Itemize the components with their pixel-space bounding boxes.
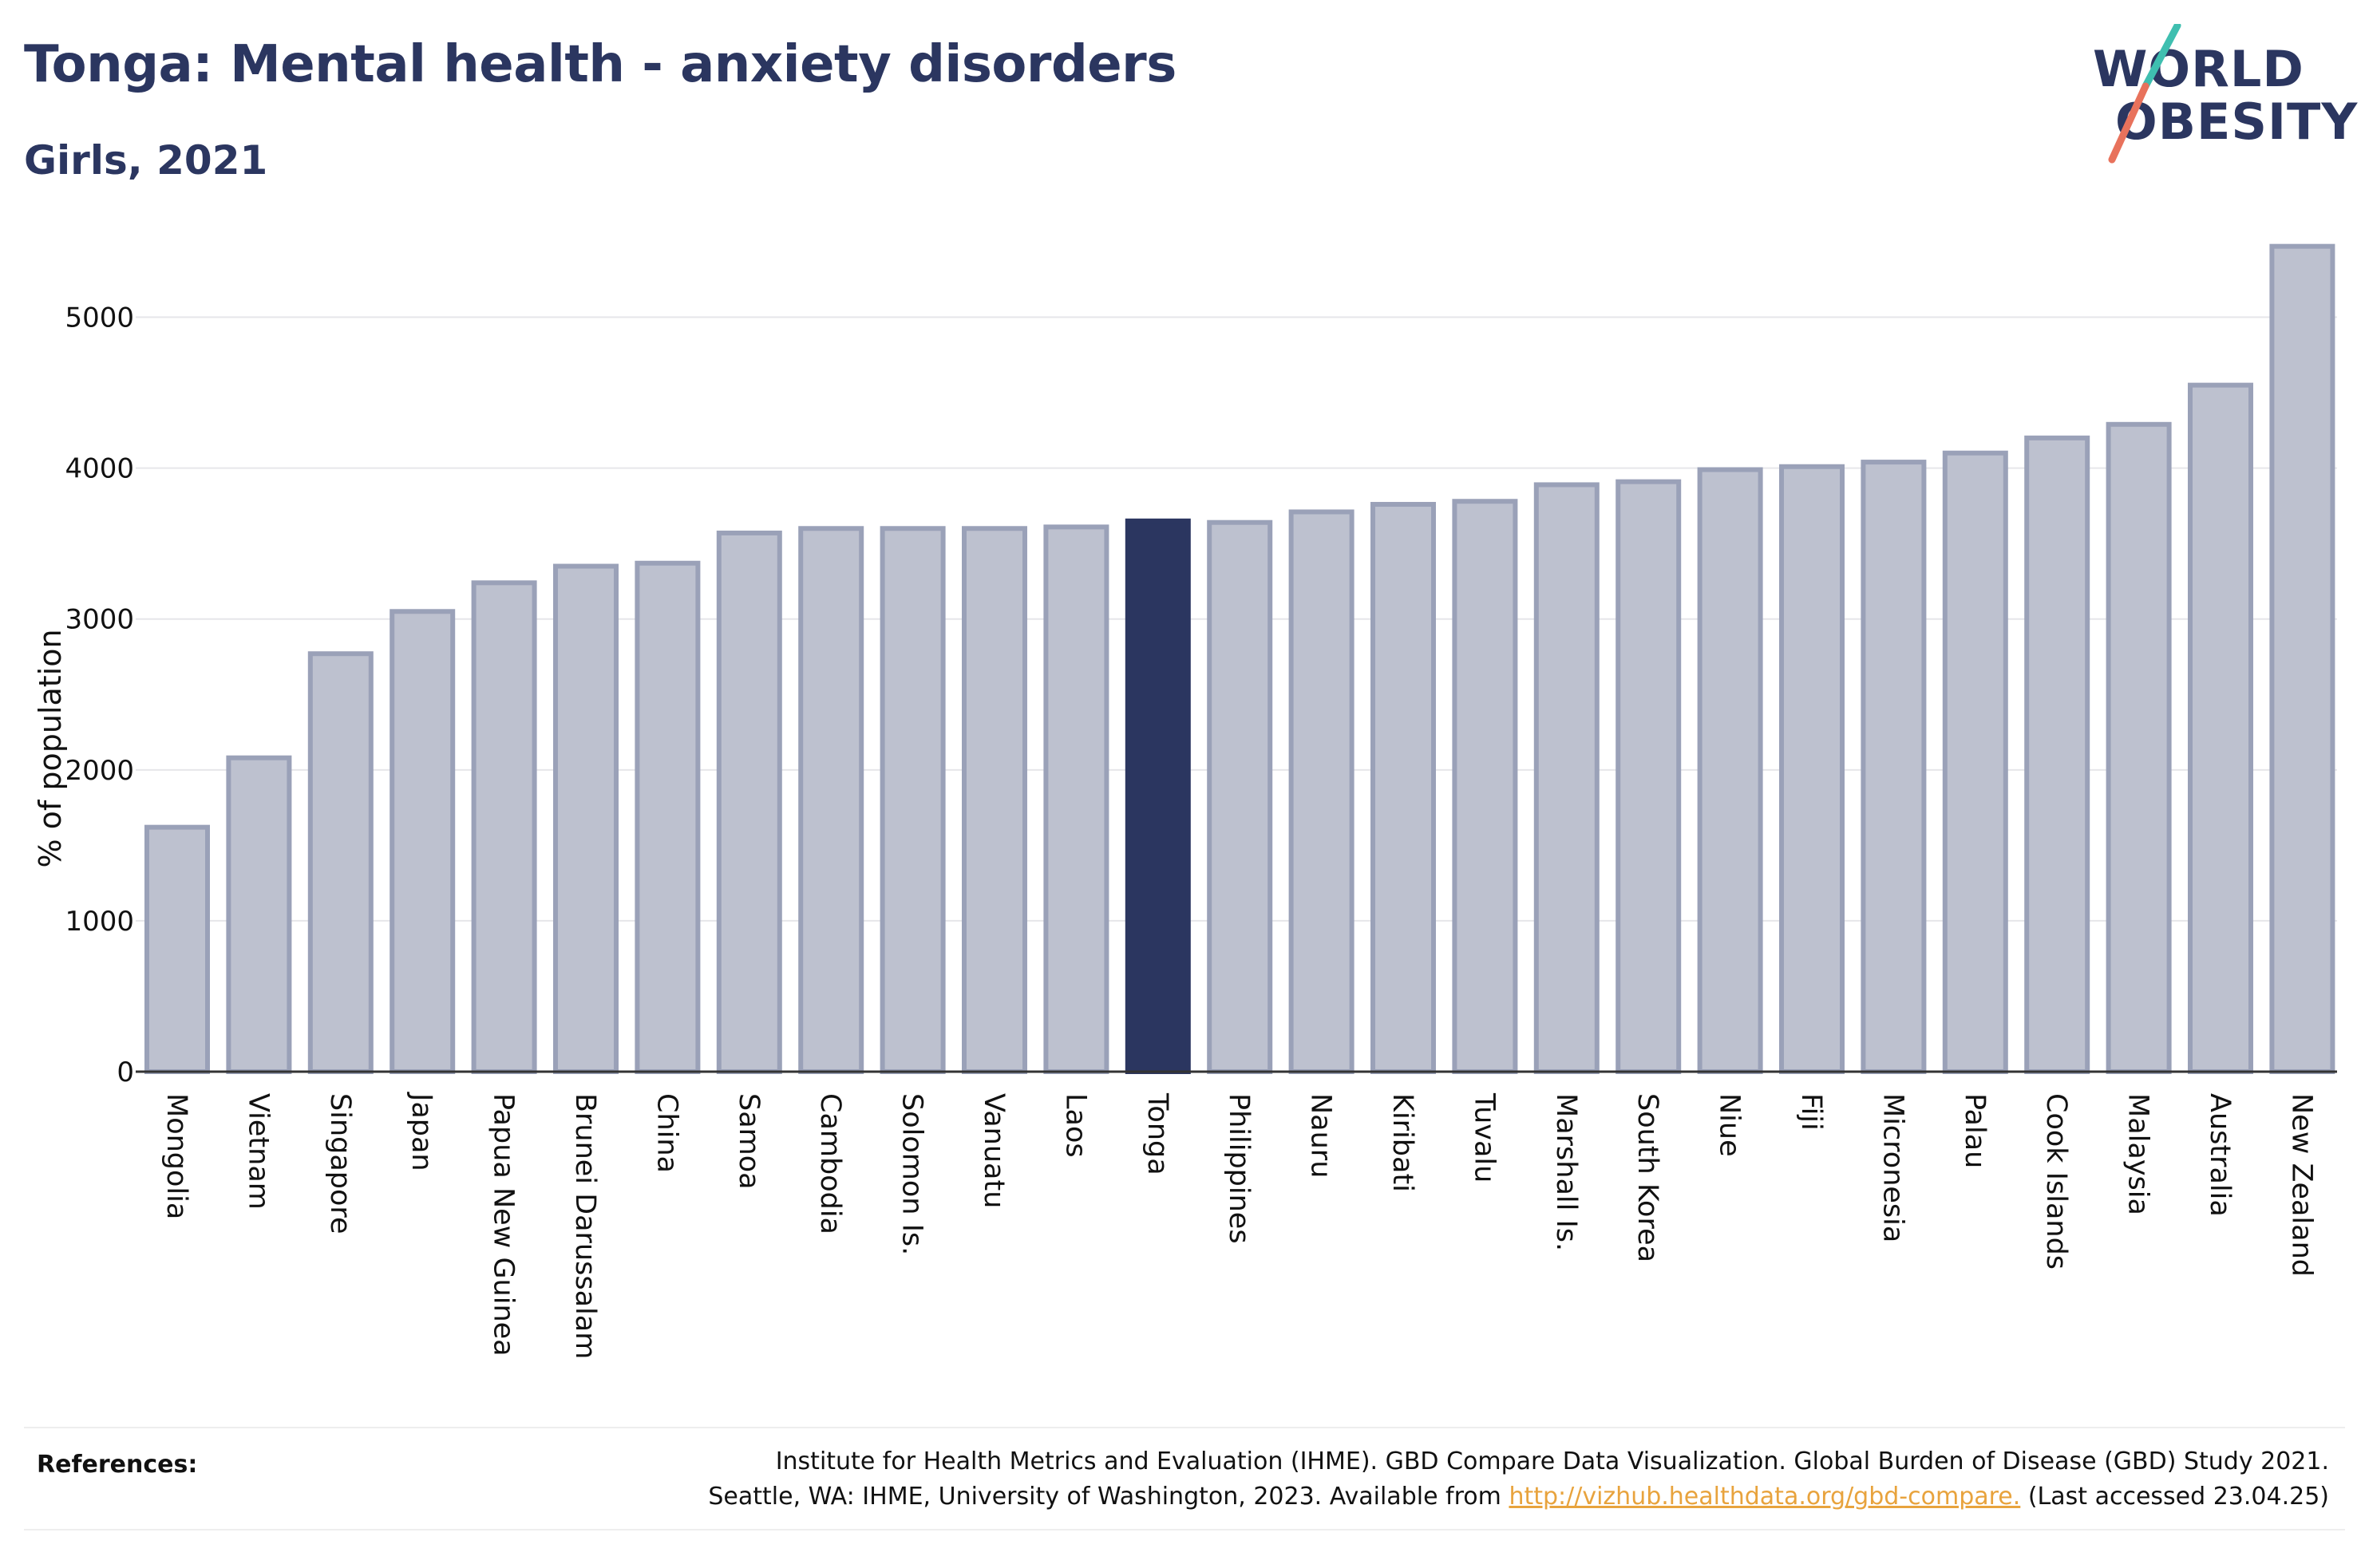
bar-south-korea — [1616, 479, 1682, 1074]
bar-philippines — [1207, 519, 1273, 1074]
bar-malaysia — [2106, 421, 2172, 1074]
x-tick-label: Singapore — [324, 1093, 356, 1234]
x-tick-label: Samoa — [733, 1093, 765, 1190]
bar-cambodia — [798, 526, 864, 1074]
x-tick-label: Tonga — [1141, 1092, 1173, 1175]
bar-samoa — [716, 530, 782, 1074]
y-axis-ticks: 0 1000 2000 3000 4000 5000 — [65, 302, 134, 1088]
bar-new-zealand — [2269, 243, 2335, 1074]
y-axis-label: % of population — [33, 629, 68, 867]
chart-title: Tonga: Mental health - anxiety disorders — [24, 35, 1177, 94]
x-tick-label: Vanuatu — [978, 1093, 1010, 1208]
reference-line-2-suffix: (Last accessed 23.04.25) — [2027, 1483, 2329, 1511]
reference-line-1: Institute for Health Metrics and Evaluat… — [775, 1448, 2329, 1475]
logo-slash-icon — [2108, 24, 2181, 164]
bar-japan — [390, 609, 456, 1074]
x-tick-label: Tuvalu — [1468, 1092, 1500, 1183]
bars — [144, 243, 2335, 1074]
x-tick-label: Philippines — [1223, 1093, 1255, 1244]
x-tick-label: Mongolia — [160, 1093, 192, 1219]
x-tick-label: Cambodia — [814, 1093, 846, 1234]
chart-subtitle: Girls, 2021 — [24, 137, 268, 184]
bar-cook-islands — [2024, 435, 2090, 1074]
x-tick-label: Fiji — [1795, 1093, 1827, 1131]
x-tick-label: Brunei Darussalam — [569, 1093, 601, 1359]
y-tick-label: 3000 — [65, 604, 134, 636]
bar-vietnam — [226, 755, 292, 1074]
bar-vanuatu — [962, 526, 1027, 1074]
x-tick-label: Solomon Is. — [896, 1093, 928, 1255]
reference-line-2: Seattle, WA: IHME, University of Washing… — [708, 1479, 2329, 1515]
references-panel: References: Institute for Health Metrics… — [24, 1427, 2345, 1530]
bar-singapore — [307, 651, 374, 1074]
bar-kiribati — [1370, 502, 1436, 1074]
logo-line-1: WORLD — [2093, 40, 2304, 98]
bar-china — [635, 560, 701, 1074]
x-tick-label: Malaysia — [2122, 1093, 2154, 1215]
bar-mongolia — [144, 824, 210, 1074]
bar-brunei-darussalam — [553, 563, 619, 1074]
bar-palau — [1942, 450, 2008, 1074]
bar-niue — [1697, 467, 1763, 1074]
bar-micronesia — [1861, 460, 1927, 1074]
bar-marshall-is — [1533, 482, 1600, 1074]
world-obesity-logo: WORLD OBESITY — [2083, 24, 2357, 168]
y-tick-label: 1000 — [65, 906, 134, 938]
bar-solomon-is — [880, 526, 946, 1074]
x-tick-label: China — [651, 1093, 682, 1173]
bar-chart: 0 1000 2000 3000 4000 5000 Mongolia Vietnam Sin… — [33, 243, 2337, 1359]
x-tick-label: Australia — [2204, 1093, 2236, 1217]
x-tick-label: Papua New Guinea — [488, 1093, 520, 1357]
x-tick-label: New Zealand — [2285, 1093, 2317, 1277]
x-tick-label: Marshall Is. — [1550, 1093, 1582, 1251]
bar-australia — [2188, 382, 2253, 1074]
y-tick-label: 5000 — [65, 302, 134, 334]
bar-fiji — [1779, 464, 1845, 1074]
x-tick-label: Laos — [1059, 1093, 1091, 1158]
references-label: References: — [37, 1451, 198, 1479]
bar-tuvalu — [1452, 499, 1518, 1074]
reference-link[interactable]: http://vizhub.healthdata.org/gbd-compare… — [1509, 1483, 2021, 1511]
bar-papua-new-guinea — [471, 580, 537, 1074]
bar-laos — [1043, 524, 1109, 1074]
bar-nauru — [1288, 509, 1355, 1074]
y-tick-label: 0 — [117, 1057, 134, 1088]
x-axis-ticks: Mongolia Vietnam Singapore Japan Papua New G… — [160, 1092, 2317, 1359]
x-tick-label: Japan — [405, 1092, 437, 1171]
references-text: Institute for Health Metrics and Evaluat… — [708, 1444, 2329, 1515]
reference-line-2-prefix: Seattle, WA: IHME, University of Washing… — [708, 1483, 1501, 1511]
x-tick-label: Vietnam — [242, 1093, 274, 1210]
x-tick-label: Cook Islands — [2040, 1093, 2072, 1270]
y-tick-label: 2000 — [65, 755, 134, 787]
x-tick-label: Nauru — [1305, 1093, 1337, 1178]
logo-line-2: OBESITY — [2115, 93, 2359, 151]
x-tick-label: Palau — [1959, 1093, 1991, 1168]
x-tick-label: South Korea — [1631, 1093, 1663, 1262]
bar-tonga — [1125, 518, 1191, 1074]
x-tick-label: Micronesia — [1877, 1093, 1908, 1242]
y-tick-label: 4000 — [65, 453, 134, 485]
x-tick-label: Kiribati — [1386, 1093, 1418, 1192]
x-tick-label: Niue — [1714, 1093, 1746, 1157]
